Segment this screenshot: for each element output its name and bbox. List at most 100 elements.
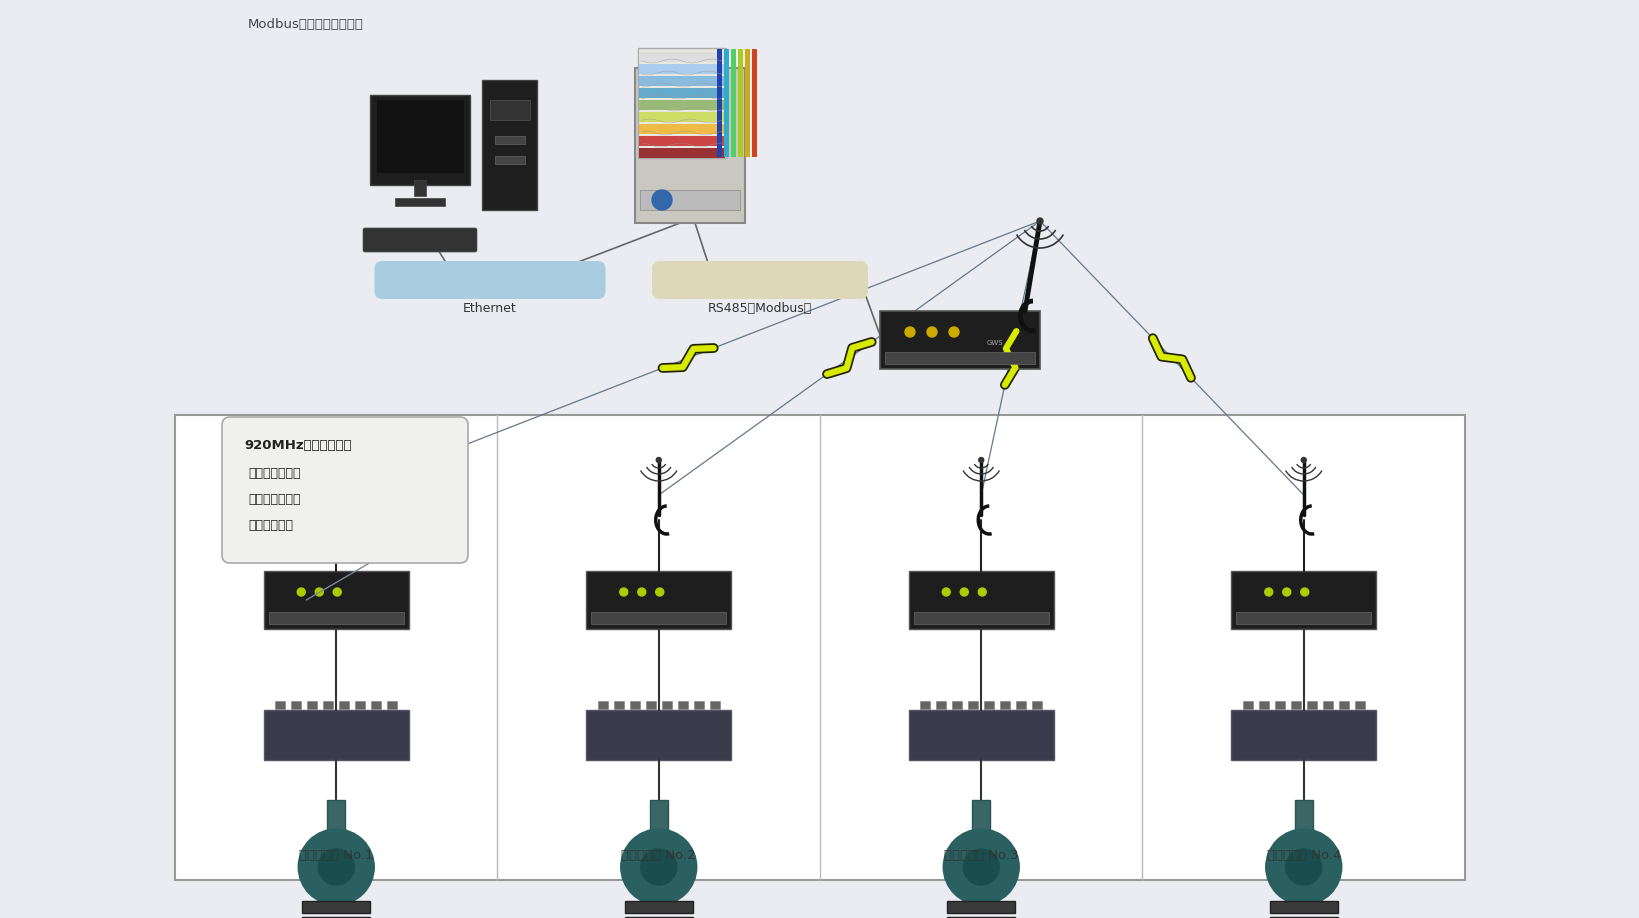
Circle shape <box>333 588 341 596</box>
Bar <box>638 48 726 158</box>
Bar <box>629 701 639 709</box>
Circle shape <box>926 327 936 337</box>
Circle shape <box>638 588 646 596</box>
Circle shape <box>977 588 985 596</box>
Bar <box>370 95 470 185</box>
Circle shape <box>315 588 323 596</box>
Bar <box>677 701 687 709</box>
Text: Ethernet: Ethernet <box>462 302 516 315</box>
Bar <box>639 148 724 158</box>
Bar <box>292 701 302 709</box>
Text: 排水ピット No.4: 排水ピット No.4 <box>1265 849 1341 862</box>
Bar <box>1274 701 1283 709</box>
Circle shape <box>1265 829 1341 905</box>
Bar <box>731 49 736 157</box>
Text: RS485（Modbus）: RS485（Modbus） <box>708 302 811 315</box>
FancyBboxPatch shape <box>221 417 467 563</box>
Bar <box>752 49 757 157</box>
Bar <box>718 49 723 157</box>
Bar <box>947 901 1015 913</box>
Bar <box>1231 571 1375 629</box>
Bar <box>329 829 343 845</box>
Text: GWS: GWS <box>987 340 1003 346</box>
Bar <box>975 829 987 845</box>
Bar <box>947 917 1015 918</box>
Bar <box>275 701 285 709</box>
Bar <box>375 99 464 173</box>
Bar <box>1236 612 1370 624</box>
Bar <box>639 52 724 62</box>
Bar <box>1296 829 1310 845</box>
Bar <box>693 701 703 709</box>
Bar <box>328 800 346 830</box>
Circle shape <box>1282 588 1290 596</box>
Bar <box>919 701 929 709</box>
Bar <box>495 156 524 164</box>
Bar <box>1306 701 1316 709</box>
Bar <box>175 415 1464 880</box>
Bar <box>1269 917 1337 918</box>
Bar <box>624 917 692 918</box>
Circle shape <box>656 588 664 596</box>
Bar <box>908 571 1054 629</box>
Circle shape <box>298 829 374 905</box>
Circle shape <box>949 327 959 337</box>
Text: ・到達性が高い: ・到達性が高い <box>247 467 300 480</box>
Bar <box>649 800 667 830</box>
Bar <box>639 136 724 146</box>
Bar <box>395 198 444 206</box>
Bar <box>1323 701 1333 709</box>
Circle shape <box>1036 218 1042 224</box>
Bar <box>983 701 993 709</box>
Circle shape <box>978 457 983 463</box>
Bar <box>490 100 529 120</box>
Bar <box>639 88 724 98</box>
Bar <box>302 901 370 913</box>
Text: ・干渉が少ない: ・干渉が少ない <box>247 493 300 506</box>
Bar <box>1269 901 1337 913</box>
Circle shape <box>621 829 697 905</box>
Bar <box>306 701 316 709</box>
FancyBboxPatch shape <box>652 261 867 299</box>
Bar <box>1000 701 1010 709</box>
Bar <box>1231 710 1375 760</box>
Circle shape <box>960 588 967 596</box>
Bar <box>1242 701 1252 709</box>
Bar <box>639 190 739 210</box>
Bar <box>264 710 408 760</box>
Bar <box>639 112 724 122</box>
Bar <box>885 352 1034 364</box>
Circle shape <box>318 849 354 885</box>
Bar <box>585 571 731 629</box>
Circle shape <box>905 327 915 337</box>
Circle shape <box>962 849 998 885</box>
Text: Modbus通信の無線化事例: Modbus通信の無線化事例 <box>247 18 364 31</box>
Bar <box>746 49 751 157</box>
Circle shape <box>1264 588 1272 596</box>
Bar <box>639 124 724 134</box>
Circle shape <box>297 588 305 596</box>
Circle shape <box>1300 457 1305 463</box>
Bar <box>597 701 608 709</box>
Text: 排水ピット No.1: 排水ピット No.1 <box>298 849 374 862</box>
Bar <box>967 701 977 709</box>
Bar <box>880 311 1039 369</box>
Bar <box>613 701 623 709</box>
Bar <box>339 701 349 709</box>
Bar <box>1293 800 1311 830</box>
Bar <box>1016 701 1026 709</box>
Bar <box>370 701 380 709</box>
Bar <box>1337 701 1347 709</box>
Bar <box>639 64 724 74</box>
Bar <box>1354 701 1364 709</box>
Bar <box>634 68 744 222</box>
Circle shape <box>942 588 949 596</box>
Circle shape <box>656 457 661 463</box>
Bar <box>652 829 664 845</box>
Bar <box>936 701 946 709</box>
Bar <box>952 701 962 709</box>
Bar <box>387 701 397 709</box>
FancyBboxPatch shape <box>374 261 605 299</box>
Bar <box>662 701 672 709</box>
Bar <box>639 76 724 86</box>
